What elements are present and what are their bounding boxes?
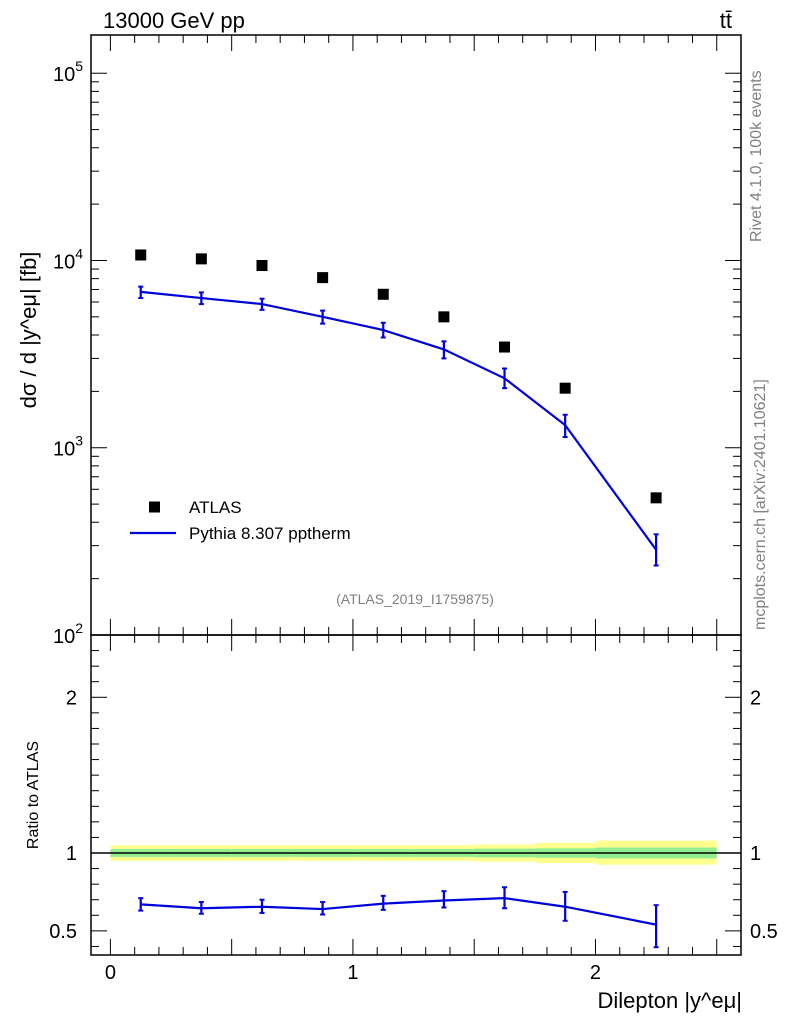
main-y-tick-label: 102: [53, 620, 83, 648]
ratio-y-tick-label: 0.5: [49, 921, 77, 943]
analysis-tag: (ATLAS_2019_I1759875): [336, 591, 494, 607]
data-point: [438, 311, 450, 323]
x-tick-label: 1: [347, 962, 358, 984]
data-point: [317, 272, 329, 284]
ratio-frame: [90, 634, 742, 956]
ratio-y-tick-label: 2: [66, 687, 77, 709]
x-axis-title: Dilepton |y^eμ|: [598, 988, 743, 1013]
ratio-y-tick-label-right: 0.5: [750, 921, 778, 943]
main-y-tick-label: 104: [53, 245, 83, 273]
process-label: tt̄: [720, 8, 732, 33]
ratio-y-tick-label-right: 1: [750, 843, 761, 865]
rivet-label: Rivet 4.1.0, 100k events: [748, 70, 765, 242]
legend-label-data: ATLAS: [189, 498, 242, 517]
ratio-y-tick-label: 1: [66, 843, 77, 865]
ratio-y-axis-title: Ratio to ATLAS: [25, 741, 42, 849]
main-y-tick-label: 103: [53, 433, 83, 461]
data-point: [256, 260, 268, 272]
mcplots-label: mcplots.cern.ch [arXiv:2401.10621]: [752, 379, 769, 630]
main-y-tick-label: 105: [53, 58, 83, 86]
data-point: [195, 253, 207, 265]
data-point: [135, 249, 147, 261]
main-y-axis-title: dσ / d |y^eμ| [fb]: [16, 252, 41, 409]
data-point: [499, 341, 511, 353]
legend-marker-data: [149, 501, 160, 513]
energy-label: 13000 GeV pp: [103, 8, 245, 33]
data-point: [377, 288, 389, 300]
ratio-mc-line: [140, 897, 657, 926]
main-frame: [90, 34, 742, 636]
x-tick-label: 2: [590, 962, 601, 984]
ratio-y-tick-label-right: 2: [750, 687, 761, 709]
data-point: [559, 382, 571, 394]
main-panel: 102 103 104 105 ATLAS Pythia 8.307 pptherm: [53, 34, 742, 648]
data-point: [650, 492, 662, 504]
x-tick-label: 0: [105, 962, 116, 984]
legend-label-mc: Pythia 8.307 pptherm: [189, 524, 351, 543]
ratio-panel: 0.5 0.5 1 1 2 2 0 1 2: [49, 634, 778, 984]
